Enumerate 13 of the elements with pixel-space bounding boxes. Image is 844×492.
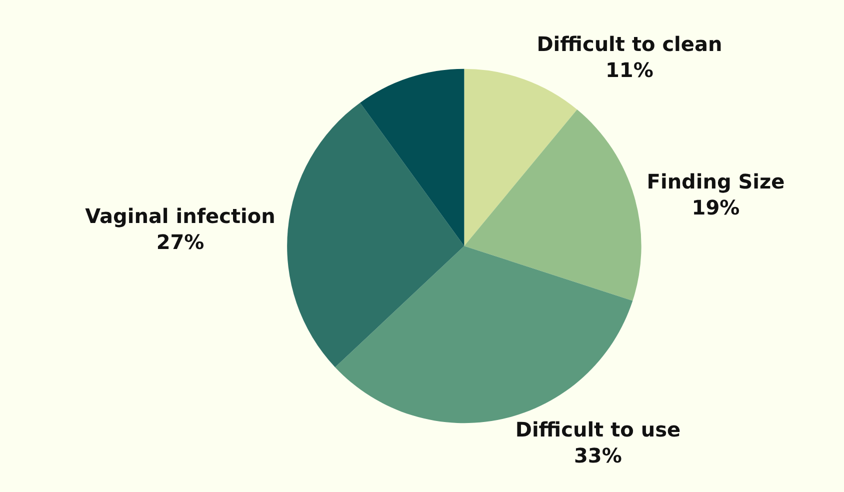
pie-slice (464, 68, 578, 246)
pie-slice (360, 68, 464, 246)
pie-slice (287, 102, 464, 368)
pie-slice (464, 110, 642, 301)
pie-slice (335, 246, 633, 423)
slice-label: Finding Size (646, 170, 785, 194)
data-label: 11% (606, 58, 654, 82)
data-label: 33% (574, 444, 622, 468)
slice-label: Vaginal infection (85, 204, 276, 228)
slice-label: Difficult to clean (536, 32, 722, 56)
slice-label: Difficult to use (515, 418, 681, 442)
data-label: 27% (156, 230, 204, 254)
data-label: 19% (692, 196, 740, 220)
